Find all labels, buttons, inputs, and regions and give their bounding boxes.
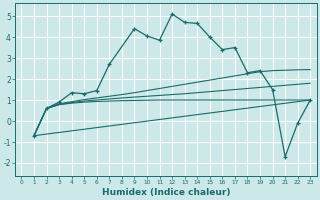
X-axis label: Humidex (Indice chaleur): Humidex (Indice chaleur) <box>101 188 230 197</box>
